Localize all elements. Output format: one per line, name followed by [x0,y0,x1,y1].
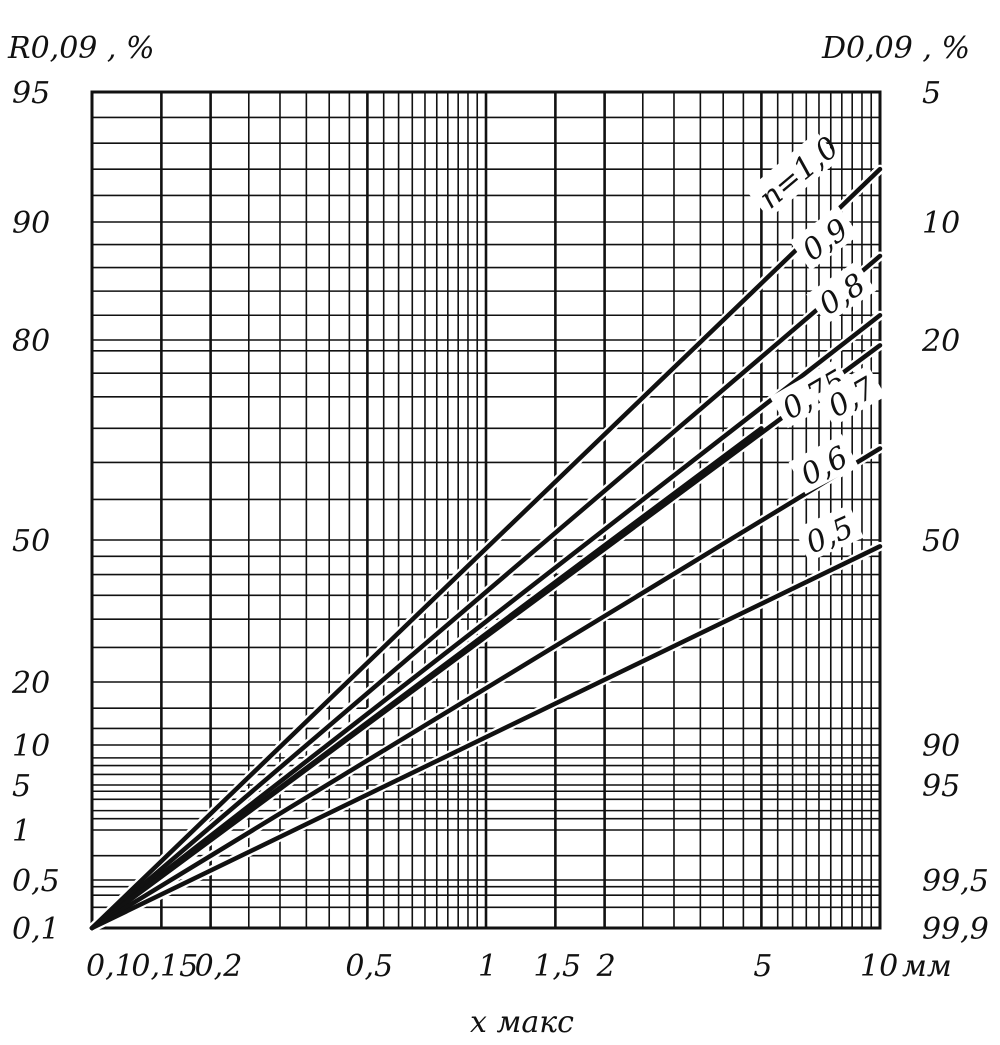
series-label-bg-0 [746,131,840,219]
y-axis-label-right: D0,09 , % [821,31,970,66]
series-label-bg-6 [794,504,864,562]
y-tick-left-7: 1 [12,814,31,849]
y-tick-right-6: 99,5 [922,864,989,899]
series [87,164,885,933]
y-tick-left-5: 10 [12,729,50,764]
x-tick-6: 2 [596,949,616,984]
x-tick-7: 5 [753,949,772,984]
series-label-bg-2 [806,260,877,325]
x-tick-1: 0,15 [131,949,198,984]
plot-border [90,90,882,930]
plot-frame [90,90,882,930]
series-line-4 [89,343,883,931]
y-tick-left-8: 0,5 [12,864,60,899]
series-line-2 [89,313,883,931]
labels: R0,09 , % D0,09 , % x макс мм n=1,00,90,… [7,31,989,1040]
x-axis-unit: мм [902,949,952,984]
x-tick-4: 1 [478,949,497,984]
y-tick-right-0: 5 [922,76,941,111]
y-axis-label-left: R0,09 , % [7,31,155,66]
x-tick-0: 0,1 [86,949,134,984]
x-axis-label: x макс [470,1005,574,1040]
y-tick-left-0: 95 [12,76,50,111]
y-tick-left-1: 90 [12,206,50,241]
y-tick-left-9: 0,1 [12,912,60,947]
y-tick-left-3: 50 [12,524,50,559]
series-line-5 [89,446,883,931]
y-tick-right-1: 10 [922,206,960,241]
x-tick-5: 1,5 [533,949,581,984]
y-tick-left-6: 5 [12,769,31,804]
x-tick-8: 10 [860,949,898,984]
series-label-bg-4 [815,365,886,427]
y-tick-left-2: 80 [12,324,50,359]
y-tick-right-7: 99,9 [922,912,989,947]
y-tick-right-4: 90 [922,729,960,764]
series-label-bg-3 [769,359,854,429]
y-tick-right-3: 50 [922,524,960,559]
y-tick-right-5: 95 [922,769,960,804]
series-line-0 [89,166,883,931]
series-label-bg-5 [788,434,859,495]
series-line-1 [89,253,883,931]
x-tick-3: 0,5 [345,949,393,984]
grid [92,92,880,928]
series-label-bg-1 [789,205,860,271]
x-tick-2: 0,2 [195,949,243,984]
y-tick-left-4: 20 [11,666,50,701]
series-line-6 [89,544,883,931]
y-tick-right-2: 20 [921,324,960,359]
